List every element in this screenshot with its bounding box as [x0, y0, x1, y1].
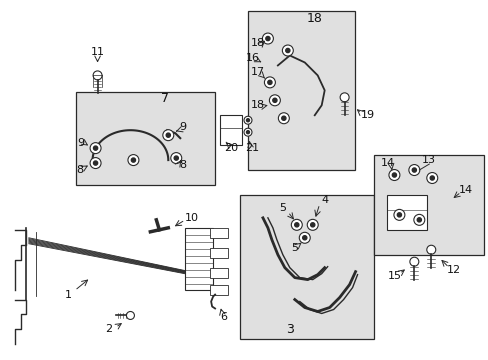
Text: 10: 10: [185, 213, 199, 223]
Bar: [240, 195, 374, 339]
Circle shape: [397, 213, 401, 217]
Circle shape: [294, 223, 298, 227]
Bar: [210, 248, 227, 258]
Circle shape: [262, 33, 273, 44]
Circle shape: [166, 133, 170, 137]
Bar: [76, 92, 215, 185]
Circle shape: [282, 45, 293, 56]
Bar: [210, 228, 227, 238]
Text: 20: 20: [224, 143, 238, 153]
Text: 3: 3: [285, 323, 293, 336]
Circle shape: [174, 156, 178, 160]
Bar: [210, 268, 227, 278]
Circle shape: [302, 236, 306, 240]
Circle shape: [278, 113, 289, 124]
Circle shape: [244, 128, 251, 136]
Bar: [185, 228, 213, 289]
Text: 11: 11: [90, 48, 104, 58]
Text: 2: 2: [105, 324, 112, 334]
Text: 14: 14: [380, 158, 394, 168]
Text: 12: 12: [446, 265, 460, 275]
Circle shape: [269, 95, 280, 106]
Circle shape: [291, 219, 302, 230]
Text: 18: 18: [250, 100, 264, 110]
Circle shape: [426, 245, 435, 254]
Text: 8: 8: [76, 165, 83, 175]
Circle shape: [126, 311, 134, 319]
Circle shape: [264, 77, 275, 88]
Bar: [210, 285, 227, 294]
Text: 18: 18: [306, 12, 322, 25]
Bar: [247, 11, 354, 170]
Circle shape: [128, 154, 139, 166]
Circle shape: [306, 219, 318, 230]
Text: 21: 21: [244, 143, 259, 153]
Circle shape: [90, 143, 101, 154]
Circle shape: [408, 165, 419, 176]
Circle shape: [416, 218, 421, 222]
Bar: [386, 195, 427, 230]
Text: 19: 19: [360, 110, 374, 120]
Text: 16: 16: [245, 54, 260, 63]
Circle shape: [246, 131, 249, 134]
Bar: [220, 115, 242, 145]
Circle shape: [429, 176, 433, 180]
Circle shape: [272, 98, 276, 102]
Text: 18: 18: [250, 37, 264, 48]
Text: 17: 17: [250, 67, 264, 77]
Text: 5: 5: [279, 203, 286, 213]
Text: 6: 6: [220, 312, 227, 323]
Text: 13: 13: [422, 155, 435, 165]
Circle shape: [281, 116, 285, 120]
Bar: [374, 155, 483, 255]
Circle shape: [244, 116, 251, 124]
Text: 4: 4: [321, 195, 327, 205]
Text: 14: 14: [458, 185, 472, 195]
Circle shape: [170, 153, 182, 163]
Circle shape: [267, 80, 271, 85]
Text: 1: 1: [65, 289, 72, 300]
Circle shape: [411, 168, 416, 172]
Circle shape: [340, 93, 348, 102]
Circle shape: [265, 36, 269, 41]
Circle shape: [285, 48, 289, 53]
Circle shape: [413, 214, 424, 225]
Circle shape: [246, 119, 249, 122]
Circle shape: [93, 71, 102, 80]
Text: 9: 9: [77, 138, 84, 148]
Circle shape: [131, 158, 135, 162]
Circle shape: [93, 161, 98, 165]
Circle shape: [310, 223, 314, 227]
Circle shape: [93, 146, 98, 150]
Circle shape: [388, 170, 399, 180]
Circle shape: [90, 158, 101, 168]
Circle shape: [426, 172, 437, 184]
Circle shape: [393, 210, 404, 220]
Text: 9: 9: [179, 122, 186, 132]
Text: 8: 8: [179, 160, 186, 170]
Circle shape: [391, 173, 396, 177]
Text: 15: 15: [386, 271, 401, 281]
Text: 7: 7: [161, 92, 169, 105]
Circle shape: [409, 257, 418, 266]
Text: 5: 5: [291, 243, 298, 253]
Circle shape: [299, 232, 309, 243]
Circle shape: [163, 130, 173, 141]
